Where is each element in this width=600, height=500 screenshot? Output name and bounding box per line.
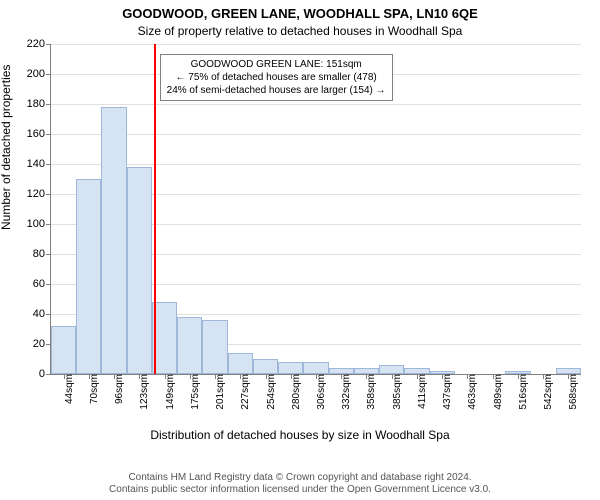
reference-marker-line <box>154 44 156 374</box>
histogram-bar <box>253 359 278 374</box>
xtick-label: 44sqm <box>60 374 75 404</box>
footer-line-2: Contains public sector information licen… <box>0 484 600 496</box>
ytick-label: 140 <box>27 158 51 170</box>
ytick-label: 40 <box>33 308 51 320</box>
xtick-label: 96sqm <box>110 374 125 404</box>
ytick-label: 160 <box>27 128 51 140</box>
chart-subtitle: Size of property relative to detached ho… <box>0 24 600 38</box>
gridline <box>51 134 581 135</box>
xtick-label: 280sqm <box>287 374 302 410</box>
annotation-box: GOODWOOD GREEN LANE: 151sqm← 75% of deta… <box>160 54 393 101</box>
footer: Contains HM Land Registry data © Crown c… <box>0 472 600 496</box>
xtick-label: 358sqm <box>362 374 377 410</box>
gridline <box>51 164 581 165</box>
xtick-label: 489sqm <box>489 374 504 410</box>
ytick-label: 120 <box>27 188 51 200</box>
xtick-label: 463sqm <box>463 374 478 410</box>
ytick-label: 220 <box>27 38 51 50</box>
histogram-bar <box>127 167 152 374</box>
footer-line-1: Contains HM Land Registry data © Crown c… <box>0 472 600 484</box>
histogram-bar <box>51 326 76 374</box>
xtick-label: 175sqm <box>186 374 201 410</box>
annotation-line-2: ← 75% of detached houses are smaller (47… <box>167 71 386 84</box>
xtick-label: 411sqm <box>413 374 428 409</box>
ytick-label: 20 <box>33 338 51 350</box>
chart-title: GOODWOOD, GREEN LANE, WOODHALL SPA, LN10… <box>0 6 600 21</box>
xtick-label: 385sqm <box>388 374 403 410</box>
xtick-label: 568sqm <box>564 374 579 410</box>
histogram-bar <box>278 362 303 374</box>
ytick-label: 80 <box>33 248 51 260</box>
xtick-label: 149sqm <box>161 374 176 410</box>
histogram-bar <box>379 365 404 374</box>
ytick-label: 200 <box>27 68 51 80</box>
histogram-bar <box>76 179 101 374</box>
annotation-line-3: 24% of semi-detached houses are larger (… <box>167 84 386 97</box>
xtick-label: 70sqm <box>85 374 100 404</box>
annotation-line-1: GOODWOOD GREEN LANE: 151sqm <box>167 58 386 71</box>
ytick-label: 60 <box>33 278 51 290</box>
ytick-label: 180 <box>27 98 51 110</box>
xtick-label: 437sqm <box>438 374 453 410</box>
plot-area: 02040608010012014016018020022044sqm70sqm… <box>50 44 581 375</box>
histogram-bar <box>101 107 126 374</box>
x-axis-label: Distribution of detached houses by size … <box>0 428 600 442</box>
xtick-label: 254sqm <box>262 374 277 410</box>
ytick-label: 0 <box>39 368 51 380</box>
y-axis-label: Number of detached properties <box>0 65 13 230</box>
histogram-bar <box>177 317 202 374</box>
gridline <box>51 44 581 45</box>
xtick-label: 227sqm <box>236 374 251 410</box>
histogram-bar <box>228 353 253 374</box>
xtick-label: 123sqm <box>135 374 150 410</box>
xtick-label: 332sqm <box>337 374 352 410</box>
ytick-label: 100 <box>27 218 51 230</box>
xtick-label: 306sqm <box>312 374 327 410</box>
xtick-label: 201sqm <box>211 374 226 410</box>
histogram-bar <box>303 362 328 374</box>
xtick-label: 542sqm <box>539 374 554 410</box>
gridline <box>51 104 581 105</box>
xtick-label: 516sqm <box>514 374 529 410</box>
histogram-bar <box>202 320 227 374</box>
